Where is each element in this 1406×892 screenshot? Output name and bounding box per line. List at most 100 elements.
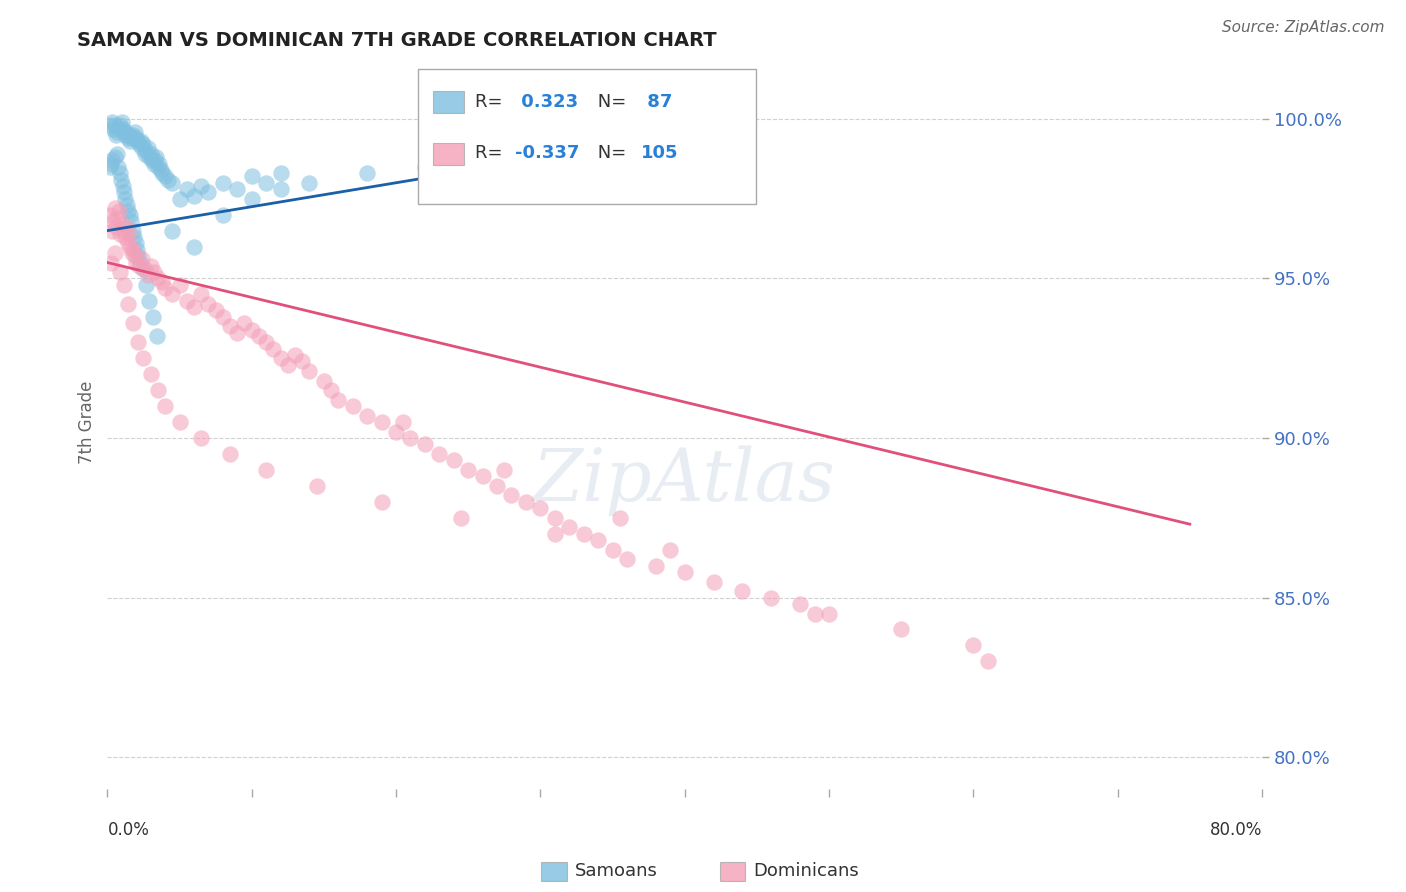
Point (111, 217, 134, 231)
Point (370, 495, 392, 509)
Point (501, 153, 523, 168)
Point (413, 437, 436, 451)
Point (118, 128, 141, 142)
Point (132, 351, 155, 366)
Point (108, 204, 131, 219)
Text: Samoans: Samoans (575, 863, 658, 880)
Point (240, 322, 263, 336)
Point (544, 510, 567, 524)
Point (277, 358, 299, 372)
Point (262, 342, 284, 356)
Point (501, 488, 523, 502)
Point (143, 153, 166, 168)
Point (385, 425, 408, 439)
Point (134, 261, 156, 276)
Point (731, 584, 754, 599)
Text: R=: R= (475, 93, 509, 111)
Point (169, 277, 191, 292)
Point (219, 319, 242, 334)
Point (146, 271, 169, 285)
Point (110, 227, 132, 241)
Point (673, 565, 696, 579)
Point (457, 463, 479, 477)
Point (413, 160, 436, 174)
Point (392, 415, 415, 429)
Point (226, 182, 249, 196)
Point (120, 134, 142, 148)
Point (101, 153, 124, 168)
Point (115, 220, 138, 235)
Point (703, 574, 725, 589)
Point (529, 501, 551, 516)
Point (98, 119, 121, 133)
Point (117, 131, 139, 145)
Point (149, 163, 172, 178)
Point (110, 119, 132, 133)
Point (112, 277, 135, 292)
Text: 105: 105 (641, 145, 679, 162)
Point (609, 510, 631, 524)
Point (305, 479, 328, 493)
Point (107, 211, 129, 225)
Point (98, 160, 121, 174)
Text: -0.337: -0.337 (515, 145, 579, 162)
Text: Dominicans: Dominicans (754, 863, 859, 880)
Point (443, 453, 465, 467)
Point (136, 141, 159, 155)
Point (616, 552, 638, 566)
Point (111, 178, 134, 193)
Point (602, 144, 624, 158)
Point (104, 150, 127, 164)
Text: SAMOAN VS DOMINICAN 7TH GRADE CORRELATION CHART: SAMOAN VS DOMINICAN 7TH GRADE CORRELATIO… (77, 31, 717, 50)
Point (107, 125, 129, 139)
Point (100, 156, 122, 170)
Point (121, 131, 143, 145)
Point (129, 134, 152, 148)
Point (211, 208, 233, 222)
Point (270, 351, 292, 366)
Point (319, 383, 342, 397)
Point (125, 255, 148, 269)
Point (659, 542, 682, 557)
Point (112, 121, 135, 136)
Point (156, 172, 179, 186)
Text: N=: N= (592, 93, 631, 111)
Point (298, 176, 321, 190)
Point (254, 176, 277, 190)
Point (328, 392, 350, 407)
Point (124, 249, 146, 263)
Point (544, 526, 567, 541)
Point (204, 303, 226, 318)
Text: N=: N= (592, 145, 631, 162)
Point (124, 236, 146, 251)
Point (117, 204, 139, 219)
Point (190, 431, 212, 445)
Point (104, 202, 127, 216)
Point (342, 399, 364, 413)
Point (104, 246, 127, 260)
Point (120, 214, 142, 228)
Point (190, 287, 212, 301)
Point (153, 399, 176, 413)
Point (162, 176, 184, 190)
Point (673, 137, 696, 152)
Point (105, 220, 128, 235)
Point (356, 166, 378, 180)
Point (127, 335, 149, 350)
Point (121, 246, 143, 260)
Point (122, 230, 145, 244)
Point (105, 147, 128, 161)
Point (117, 297, 139, 311)
Point (183, 300, 205, 314)
Point (128, 137, 150, 152)
Point (122, 128, 145, 142)
Point (153, 281, 176, 295)
Point (150, 275, 173, 289)
Point (211, 310, 233, 324)
Point (270, 166, 292, 180)
Point (146, 383, 169, 397)
Point (572, 526, 595, 541)
Point (789, 597, 811, 611)
Point (135, 144, 157, 158)
Point (399, 431, 422, 445)
